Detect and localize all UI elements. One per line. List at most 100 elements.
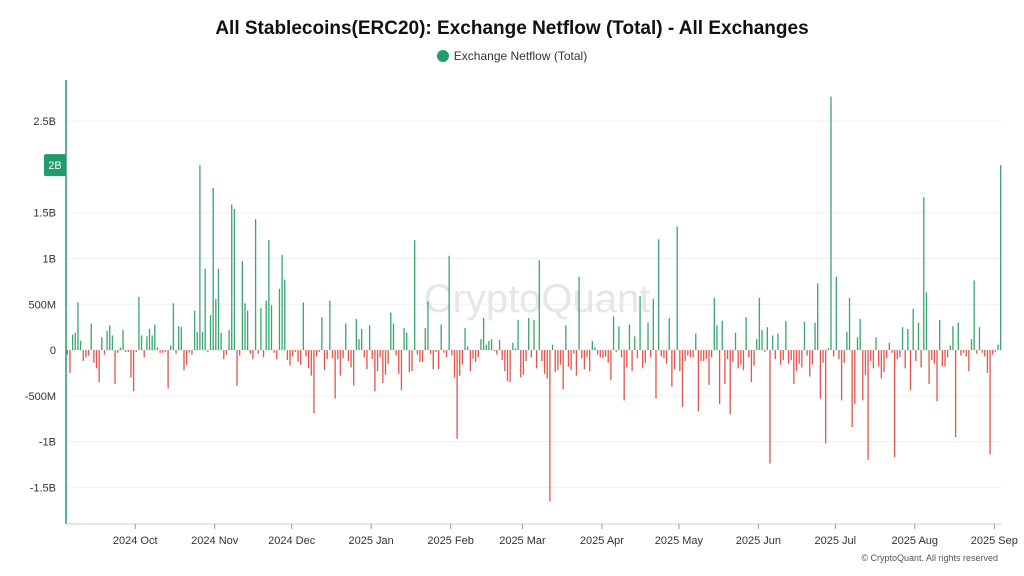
netflow-bar: [986, 350, 989, 373]
y-tick-label: -1B: [39, 437, 56, 449]
netflow-bar: [681, 350, 684, 407]
netflow-bar: [984, 350, 986, 357]
netflow-bar: [562, 350, 564, 390]
netflow-bar: [512, 342, 514, 351]
y-tick-label: -500M: [25, 391, 56, 403]
x-tick-label: 2024 Nov: [191, 535, 239, 547]
netflow-bar: [535, 350, 538, 369]
netflow-bar: [875, 337, 877, 351]
netflow-bar: [589, 350, 591, 372]
netflow-bar: [790, 350, 792, 361]
netflow-bar: [647, 322, 649, 351]
netflow-bar: [376, 350, 379, 372]
netflow-bar: [525, 350, 527, 362]
netflow-bar: [710, 350, 713, 358]
netflow-bar: [703, 350, 705, 362]
netflow-bar: [472, 350, 474, 360]
netflow-bar: [586, 350, 588, 358]
netflow-bar: [732, 350, 734, 362]
y-tick-label: 1B: [43, 254, 56, 266]
netflow-bar: [779, 350, 782, 365]
netflow-bar: [602, 350, 604, 359]
netflow-bar: [392, 323, 395, 351]
netflow-bar: [782, 350, 784, 361]
netflow-bar: [700, 350, 702, 362]
netflow-bar: [639, 296, 641, 351]
netflow-bar: [623, 350, 625, 401]
netflow-bar: [944, 350, 946, 367]
netflow-bar: [257, 350, 259, 354]
netflow-bar: [888, 342, 890, 351]
netflow-bar: [453, 350, 456, 378]
netflow-bar: [368, 325, 371, 351]
netflow-bar: [663, 350, 665, 359]
netflow-bar: [769, 350, 771, 464]
netflow-bar: [90, 323, 92, 351]
netflow-bar: [793, 350, 795, 384]
gridlines: [66, 120, 1002, 488]
netflow-bar: [615, 350, 617, 352]
netflow-bar: [915, 350, 917, 362]
netflow-bar: [642, 350, 644, 369]
netflow-bar: [85, 350, 87, 358]
netflow-bar: [697, 350, 700, 412]
netflow-bar: [135, 350, 137, 352]
netflow-bar: [538, 260, 540, 351]
netflow-bar: [175, 350, 177, 354]
netflow-bar: [278, 288, 281, 351]
netflow-bar: [689, 350, 692, 358]
netflow-bar: [498, 339, 501, 351]
netflow-bar: [809, 350, 811, 377]
netflow-bar: [933, 350, 936, 364]
netflow-bar: [493, 350, 495, 351]
netflow-bar: [612, 316, 615, 351]
netflow-bar: [350, 350, 352, 368]
netflow-bar: [445, 350, 448, 358]
netflow-bar: [506, 350, 509, 382]
netflow-bar: [557, 350, 559, 371]
netflow-bar: [960, 350, 962, 356]
netflow-bar: [363, 350, 365, 358]
netflow-bar: [241, 261, 243, 351]
netflow-bar: [111, 335, 114, 351]
netflow-bar: [345, 323, 347, 351]
netflow-bar: [636, 350, 639, 359]
netflow-bar: [803, 321, 806, 351]
netflow-bar: [461, 350, 464, 365]
netflow-bar: [379, 350, 381, 358]
netflow-bar: [459, 350, 461, 376]
netflow-bar: [148, 329, 151, 351]
netflow-bar: [456, 350, 458, 439]
netflow-bar: [729, 350, 731, 415]
netflow-bar: [976, 350, 978, 354]
netflow-bar: [339, 350, 342, 376]
netflow-bar: [374, 350, 376, 392]
netflow-bar: [939, 319, 941, 351]
netflow-bar: [970, 339, 973, 351]
netflow-bar: [207, 350, 209, 352]
netflow-bar: [885, 350, 888, 359]
netflow-bar: [989, 350, 991, 455]
netflow-bar: [528, 318, 530, 351]
netflow-bar: [74, 332, 76, 351]
netflow-bar: [665, 350, 668, 364]
netflow-bar: [201, 331, 204, 351]
netflow-bar: [517, 319, 519, 351]
netflow-bar: [761, 329, 763, 351]
netflow-bar: [504, 350, 506, 372]
y-tick-label: 2.5B: [33, 116, 56, 128]
netflow-bar: [520, 350, 522, 378]
netflow-bar: [880, 350, 883, 379]
netflow-bar: [843, 350, 845, 363]
netflow-bar: [331, 350, 334, 359]
netflow-bar: [570, 350, 572, 371]
netflow-bar: [859, 318, 861, 351]
x-tick-label: 2025 Sep: [971, 535, 1018, 547]
netflow-bar: [249, 350, 251, 354]
netflow-bar: [159, 350, 161, 353]
netflow-bar: [93, 350, 95, 363]
netflow-bar: [170, 345, 172, 351]
legend[interactable]: Exchange Netflow (Total): [0, 49, 1024, 63]
netflow-bar: [215, 298, 217, 351]
